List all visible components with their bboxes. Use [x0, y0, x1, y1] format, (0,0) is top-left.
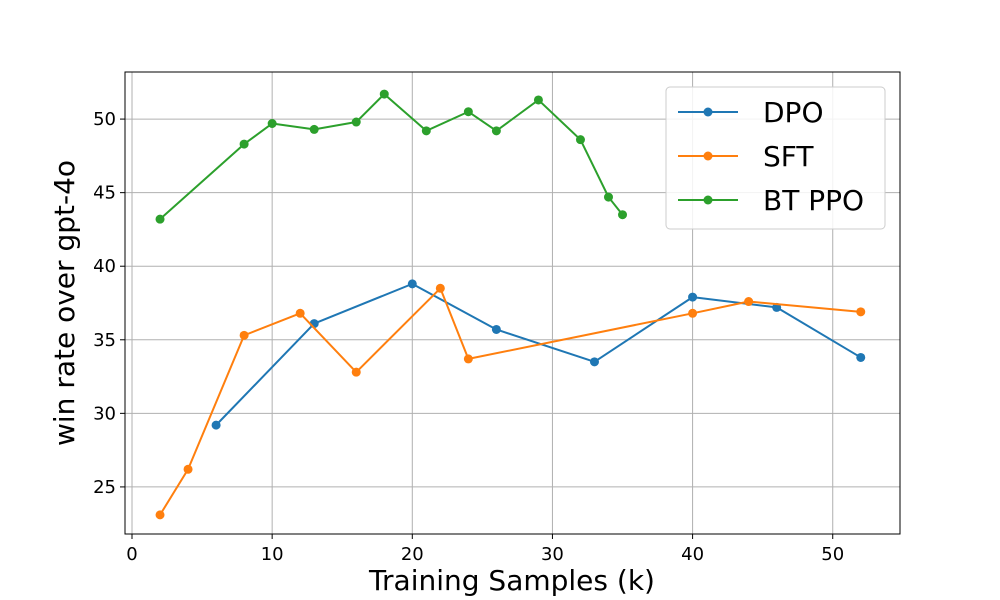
data-point-sft — [155, 510, 165, 520]
data-point-bt-ppo — [533, 95, 543, 105]
legend-item-sft: SFT — [678, 140, 814, 173]
y-tick-label: 50 — [93, 109, 116, 130]
data-point-bt-ppo — [239, 139, 249, 149]
data-point-dpo — [688, 292, 698, 302]
legend-item-bt-ppo: BT PPO — [678, 184, 864, 217]
data-point-sft — [183, 464, 193, 474]
data-point-bt-ppo — [267, 118, 277, 128]
data-point-bt-ppo — [603, 192, 613, 202]
data-point-bt-ppo — [575, 135, 585, 145]
data-point-sft — [351, 367, 361, 377]
legend-label: SFT — [763, 140, 814, 173]
y-tick-label: 30 — [93, 403, 116, 424]
legend-swatch-marker — [703, 151, 713, 161]
legend-item-dpo: DPO — [678, 96, 823, 129]
legend-box — [665, 86, 886, 230]
y-tick-label: 45 — [93, 183, 116, 204]
series-dpo — [211, 279, 866, 430]
x-axis: 0 10 20 30 40 50 — [126, 534, 844, 565]
legend-swatch-marker — [703, 107, 713, 117]
data-point-bt-ppo — [351, 117, 361, 127]
data-point-bt-ppo — [309, 124, 319, 134]
x-tick-label: 10 — [261, 544, 284, 565]
data-point-bt-ppo — [618, 210, 628, 220]
series-layer — [155, 89, 866, 520]
legend: DPO SFT BT PPO — [665, 86, 886, 230]
data-point-dpo — [491, 324, 501, 334]
data-point-bt-ppo — [155, 214, 165, 224]
data-point-sft — [856, 307, 866, 317]
y-tick-label: 35 — [93, 330, 116, 351]
data-point-sft — [295, 308, 305, 318]
data-point-bt-ppo — [421, 126, 431, 136]
data-point-dpo — [589, 357, 599, 367]
series-line-dpo — [215, 282, 862, 426]
data-point-dpo — [407, 279, 417, 289]
x-tick-label: 30 — [541, 544, 564, 565]
y-axis-label: win rate over gpt-4o — [48, 160, 81, 446]
x-tick-label: 0 — [126, 544, 137, 565]
y-tick-label: 40 — [93, 256, 116, 277]
data-point-dpo — [856, 352, 866, 362]
series-bt-ppo — [155, 89, 628, 224]
data-point-dpo — [211, 420, 221, 430]
data-point-bt-ppo — [379, 89, 389, 99]
legend-swatch-marker — [703, 195, 713, 205]
legend-label: DPO — [763, 96, 823, 129]
data-point-sft — [688, 308, 698, 318]
plot-frame — [124, 71, 901, 535]
x-tick-label: 50 — [821, 544, 844, 565]
x-tick-label: 40 — [681, 544, 704, 565]
y-tick-label: 25 — [93, 477, 116, 498]
data-point-bt-ppo — [491, 126, 501, 136]
data-point-sft — [744, 297, 754, 307]
data-point-sft — [239, 330, 249, 340]
data-point-bt-ppo — [463, 107, 473, 117]
data-point-sft — [463, 354, 473, 364]
series-sft — [155, 283, 866, 520]
data-point-sft — [435, 283, 445, 293]
legend-label: BT PPO — [763, 184, 864, 217]
series-line-bt-ppo — [159, 93, 624, 220]
x-axis-label: Training Samples (k) — [368, 564, 655, 597]
series-line-sft — [159, 287, 861, 516]
y-axis: 25 30 35 40 45 50 — [93, 109, 125, 498]
x-tick-label: 20 — [401, 544, 424, 565]
